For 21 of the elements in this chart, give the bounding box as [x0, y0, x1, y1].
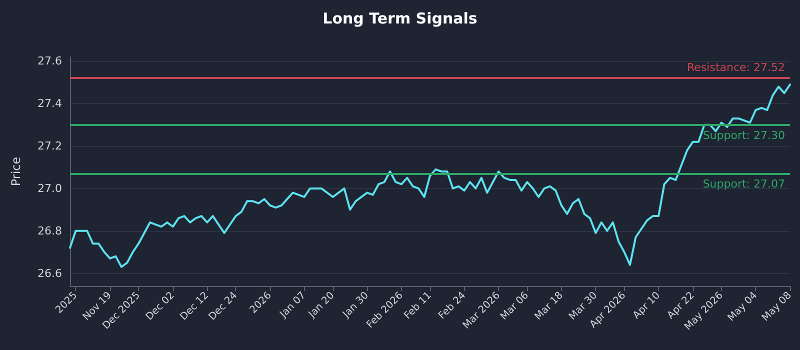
ref-line-label: Resistance: 27.52 — [687, 61, 785, 74]
y-tick-label: 27.2 — [38, 140, 62, 153]
x-tick-label: Mar 06 — [498, 290, 532, 322]
y-tick-label: 26.8 — [38, 224, 62, 238]
line-series — [69, 84, 791, 268]
y-tick-label: 27.4 — [38, 97, 62, 110]
x-tick-label: Apr 10 — [631, 290, 662, 322]
y-tick-label: 27.6 — [38, 54, 62, 68]
ref-line-label: Support: 27.30 — [702, 128, 785, 142]
ref-line-label: Support: 27.07 — [702, 178, 785, 191]
x-tick-label: Dec 02 — [144, 290, 177, 323]
x-tick-label: Jan 30 — [340, 290, 372, 321]
x-tick-label: Mar 18 — [532, 290, 566, 322]
x-tick-label: Jan 07 — [278, 290, 308, 321]
x-tick-label: Jan 20 — [306, 290, 337, 321]
x-tick-label: Dec 24 — [206, 290, 240, 323]
y-tick-label: 26.6 — [38, 266, 62, 280]
y-axis-title: Price — [9, 156, 23, 186]
chart-title: Long Term Signals — [322, 10, 478, 28]
x-tick-label: Feb 11 — [402, 290, 434, 322]
y-tick-label: 27.0 — [38, 182, 62, 195]
